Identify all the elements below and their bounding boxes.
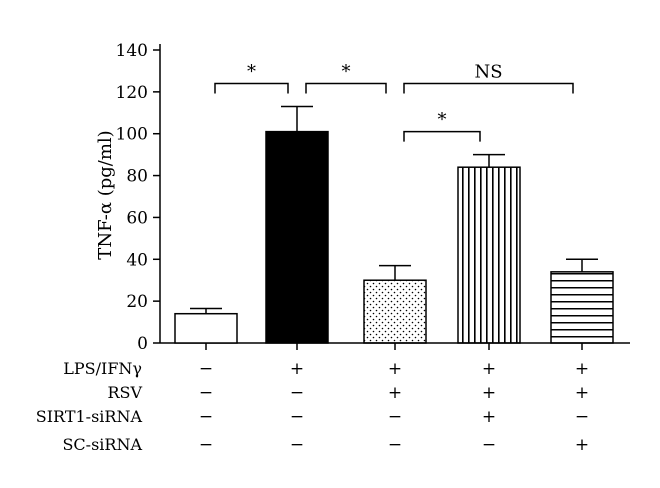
significance-bracket bbox=[403, 130, 481, 142]
condition-sign: + bbox=[575, 383, 589, 403]
significance-brackets: * * NS * bbox=[214, 61, 574, 142]
bar-3 bbox=[363, 279, 427, 344]
bars bbox=[174, 130, 614, 344]
condition-sign: − bbox=[290, 435, 304, 455]
condition-sign: + bbox=[575, 435, 589, 455]
condition-sign: − bbox=[388, 435, 402, 455]
y-tick-label: 40 bbox=[126, 250, 148, 270]
condition-sign: + bbox=[290, 359, 304, 379]
condition-table: LPS/IFNγ − + + + + RSV − − + + + SIRT1-siRNA − − − + − SC-… bbox=[36, 359, 589, 455]
y-tick-label: 140 bbox=[116, 41, 148, 61]
condition-sign: + bbox=[388, 383, 402, 403]
error-bars bbox=[190, 105, 598, 314]
condition-sign: − bbox=[199, 407, 213, 427]
condition-label: LPS/IFNγ bbox=[63, 359, 142, 378]
y-tick-label: 120 bbox=[116, 83, 148, 103]
condition-sign: − bbox=[199, 359, 213, 379]
condition-label: RSV bbox=[107, 383, 142, 402]
condition-sign: − bbox=[290, 407, 304, 427]
bar-4 bbox=[457, 166, 521, 344]
significance-bracket bbox=[403, 82, 574, 94]
condition-sign: + bbox=[482, 383, 496, 403]
significance-label: * bbox=[342, 61, 351, 82]
y-tick-label: 20 bbox=[126, 292, 148, 312]
condition-label: SC-siRNA bbox=[62, 435, 142, 454]
significance-label: * bbox=[247, 61, 256, 82]
condition-sign: − bbox=[575, 407, 589, 427]
y-tick-label: 80 bbox=[126, 167, 148, 187]
y-axis: 0 20 40 60 80 100 120 140 bbox=[116, 41, 161, 354]
significance-label: NS bbox=[474, 61, 502, 82]
condition-sign: + bbox=[388, 359, 402, 379]
bar-2 bbox=[265, 130, 329, 344]
condition-sign: − bbox=[290, 383, 304, 403]
condition-label: SIRT1-siRNA bbox=[36, 407, 143, 426]
significance-label: * bbox=[438, 110, 447, 131]
condition-sign: − bbox=[388, 407, 402, 427]
condition-sign: + bbox=[575, 359, 589, 379]
y-axis-label: TNF-α (pg/ml) bbox=[95, 130, 116, 259]
y-tick-label: 100 bbox=[116, 125, 148, 145]
condition-sign: + bbox=[482, 407, 496, 427]
condition-sign: − bbox=[199, 435, 213, 455]
bar-5 bbox=[550, 271, 614, 344]
condition-sign: − bbox=[199, 383, 213, 403]
significance-bracket bbox=[214, 82, 289, 94]
x-axis bbox=[160, 342, 630, 350]
significance-bracket bbox=[305, 82, 387, 94]
bar-1 bbox=[174, 312, 238, 344]
condition-sign: + bbox=[482, 359, 496, 379]
y-tick-label: 60 bbox=[126, 208, 148, 228]
y-tick-label: 0 bbox=[137, 334, 148, 354]
condition-sign: − bbox=[482, 435, 496, 455]
